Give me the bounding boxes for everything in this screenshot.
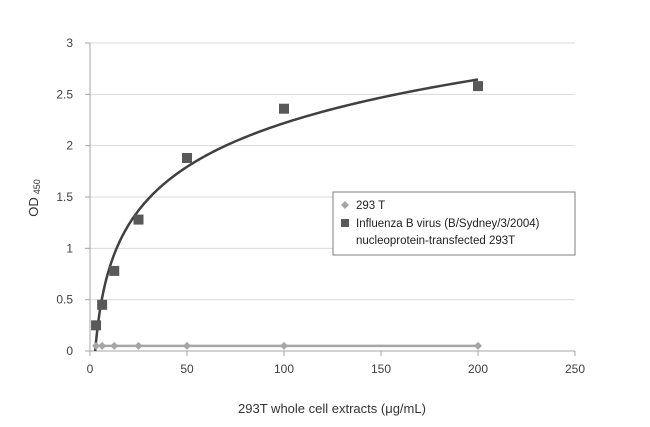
x-tick-label: 50 bbox=[180, 362, 194, 376]
y-axis-title: OD 450 bbox=[26, 179, 42, 217]
y-tick-label: 1.5 bbox=[56, 190, 73, 204]
y-tick-label: 2 bbox=[66, 139, 73, 153]
legend-box bbox=[332, 191, 576, 256]
data-point-influenza bbox=[91, 320, 102, 331]
data-point-influenza bbox=[279, 103, 289, 114]
y-tick-label: 0.5 bbox=[56, 293, 73, 307]
data-point-293t bbox=[474, 341, 482, 350]
data-point-influenza bbox=[473, 81, 483, 92]
x-tick-label: 200 bbox=[468, 362, 488, 376]
legend: 293 T Influenza B virus (B/Sydney/3/2004… bbox=[332, 191, 576, 256]
x-tick-label: 150 bbox=[371, 362, 391, 376]
x-tick-label: 0 bbox=[87, 362, 94, 376]
legend-label-293t: 293 T bbox=[356, 200, 385, 212]
legend-marker-influenza bbox=[341, 219, 349, 227]
data-point-influenza bbox=[109, 265, 120, 276]
data-point-influenza bbox=[133, 214, 144, 225]
y-tick-label: 2.5 bbox=[56, 87, 73, 101]
legend-label-influenza-line1: Influenza B virus (B/Sydney/3/2004) bbox=[356, 218, 540, 230]
y-axis-title-subscript: 450 bbox=[32, 179, 42, 194]
data-point-293t bbox=[183, 341, 191, 350]
data-point-293t bbox=[98, 341, 107, 350]
data-point-293t bbox=[280, 341, 288, 350]
data-point-293t bbox=[92, 341, 101, 350]
y-tick-label: 0 bbox=[66, 344, 73, 358]
legend-label-influenza-line2: nucleoprotein-transfected 293T bbox=[356, 235, 515, 247]
data-point-293t bbox=[134, 341, 143, 350]
y-tick-label: 1 bbox=[66, 241, 73, 255]
plot-series bbox=[91, 78, 483, 352]
x-axis-title: 293T whole cell extracts (μg/mL) bbox=[238, 401, 426, 416]
y-axis-title-main: OD bbox=[26, 197, 41, 217]
data-point-influenza bbox=[97, 299, 108, 310]
axes: 0 0.5 1 1.5 2 2.5 3 0 50 100 150 200 250 bbox=[56, 36, 585, 376]
data-point-293t bbox=[110, 341, 119, 350]
data-point-influenza bbox=[182, 152, 192, 163]
gridlines bbox=[90, 42, 575, 301]
y-tick-label: 3 bbox=[66, 36, 73, 50]
x-tick-label: 250 bbox=[565, 362, 585, 376]
legend-marker-293t bbox=[341, 201, 349, 209]
x-tick-label: 100 bbox=[274, 362, 294, 376]
